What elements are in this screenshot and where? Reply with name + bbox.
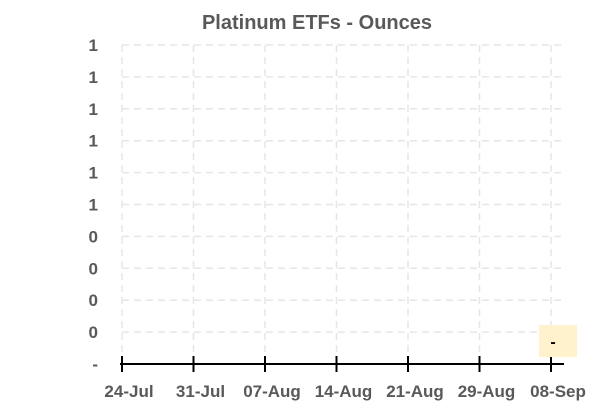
y-tick-label: 1: [89, 164, 98, 183]
y-tick-label: 0: [89, 259, 98, 278]
x-axis-ticks: [121, 356, 552, 372]
y-tick-label: -: [92, 355, 98, 374]
data-label-box: [539, 325, 577, 357]
y-tick-label: 0: [89, 291, 98, 310]
y-axis-tick-labels: - 0 0 0 0 1 1 1 1 1 1: [89, 36, 98, 374]
x-tick-label: 07-Aug: [243, 382, 301, 401]
x-tick-label: 21-Aug: [386, 382, 444, 401]
x-axis-tick-labels: 24-Jul 31-Jul 07-Aug 14-Aug 21-Aug 29-Aug 08-S…: [104, 382, 585, 401]
y-tick-label: 0: [89, 323, 98, 342]
horizontal-gridlines: [122, 44, 564, 333]
x-tick-label: 29-Aug: [458, 382, 516, 401]
x-tick-label: 24-Jul: [104, 382, 153, 401]
y-tick-label: 1: [89, 132, 98, 151]
x-tick-label: 14-Aug: [315, 382, 373, 401]
y-tick-label: 1: [89, 196, 98, 215]
data-label-text: -: [550, 334, 555, 351]
vertical-gridlines: [121, 45, 552, 364]
x-tick-label: 31-Jul: [176, 382, 225, 401]
chart-title: Platinum ETFs - Ounces: [202, 12, 432, 34]
y-tick-label: 0: [89, 227, 98, 246]
data-label-group: -: [539, 325, 577, 357]
y-tick-label: 1: [89, 68, 98, 87]
y-tick-label: 1: [89, 100, 98, 119]
x-tick-label: 08-Sep: [530, 382, 586, 401]
y-tick-label: 1: [89, 36, 98, 55]
